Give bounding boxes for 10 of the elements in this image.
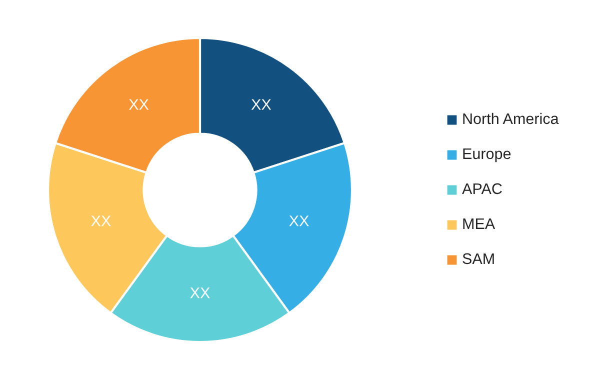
legend-label: Europe [463,148,511,162]
data-label: XX [251,99,272,110]
legend-label: MEA [463,218,496,229]
data-label: XX [289,216,309,226]
legend-label: North America [463,112,559,124]
data-label: XX [91,216,111,226]
data-label: XX [190,288,210,298]
data-label: XX [128,99,149,110]
legend-label: APAC [462,183,502,194]
legend-label: SAM [462,253,494,264]
